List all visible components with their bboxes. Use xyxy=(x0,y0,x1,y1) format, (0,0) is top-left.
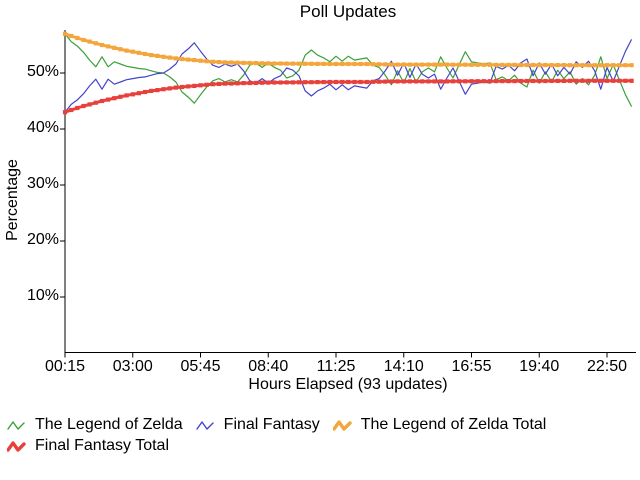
x-tick-label: 16:55 xyxy=(451,358,492,375)
final-fantasy-line-icon xyxy=(195,420,214,430)
chart-title: Poll Updates xyxy=(299,2,397,21)
zelda-line-icon xyxy=(7,420,25,430)
x-tick-label: 22:50 xyxy=(586,358,628,375)
y-tick-label: 20% xyxy=(26,231,59,249)
x-axis-label: Hours Elapsed (93 updates) xyxy=(248,376,448,393)
x-tick-label: 14:10 xyxy=(383,358,424,375)
x-tick-label: 05:45 xyxy=(180,358,221,375)
legend-row: Final Fantasy Total xyxy=(7,437,546,455)
legend-label: Final Fantasy Total xyxy=(35,437,169,454)
series-markers-3 xyxy=(62,78,634,115)
y-tick-label: 10% xyxy=(26,287,59,305)
legend: The Legend of Zelda Final Fantasy The Lege… xyxy=(7,416,546,455)
x-tick-label: 00:15 xyxy=(44,358,86,375)
y-tick-label: 30% xyxy=(26,175,59,193)
legend-label: The Legend of Zelda xyxy=(35,416,183,433)
series-line-3 xyxy=(64,79,632,114)
zelda-total-line-icon xyxy=(332,419,352,431)
y-tick-label: 40% xyxy=(26,119,59,137)
series-line-0 xyxy=(64,33,633,107)
x-tick-label: 08:40 xyxy=(248,358,289,375)
legend-item-2: The Legend of Zelda Total xyxy=(332,416,547,434)
legend-label: The Legend of Zelda Total xyxy=(360,416,547,433)
x-tick-label: 19:40 xyxy=(519,358,560,375)
final-fantasy-total-line-icon xyxy=(7,440,26,452)
series-markers-2 xyxy=(62,31,634,68)
y-tick-label: 50% xyxy=(26,63,59,81)
series-line-1 xyxy=(64,39,633,113)
legend-row: The Legend of Zelda Final Fantasy The Lege… xyxy=(7,416,546,434)
legend-item-1: Final Fantasy xyxy=(195,416,320,434)
legend-item-0: The Legend of Zelda xyxy=(7,416,183,434)
legend-label: Final Fantasy xyxy=(223,416,320,433)
axes xyxy=(60,30,636,358)
series-line-2 xyxy=(64,32,632,67)
x-tick-label: 11:25 xyxy=(316,358,356,375)
x-tick-label: 03:00 xyxy=(112,358,153,375)
legend-item-3: Final Fantasy Total xyxy=(7,437,169,455)
